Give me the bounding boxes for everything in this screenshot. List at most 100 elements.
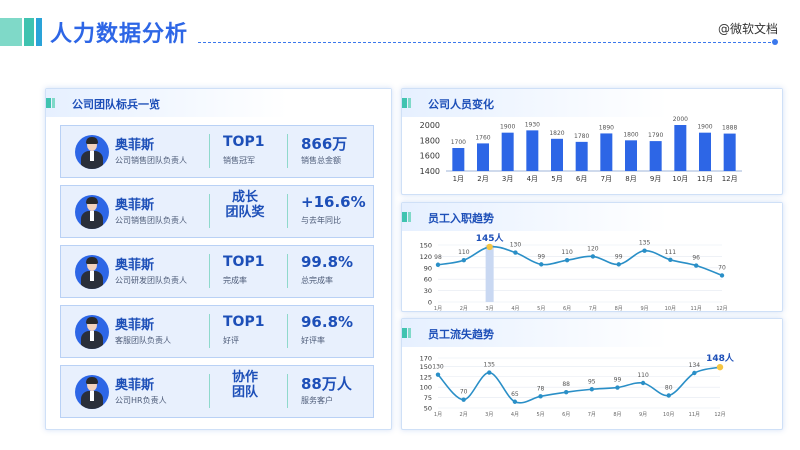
y-tick-label: 2000 (420, 121, 440, 130)
member-card: 奥菲斯 公司销售团队负责人 TOP1 销售冠军 866万 销售总金额 (60, 125, 374, 178)
x-tick-label: 4月 (511, 306, 519, 311)
attrition-panel: 员工流失趋势 50 75 100 125 150 170 130 1月 70 2月 135 3月 65 4… (401, 318, 783, 430)
panel-tag (46, 98, 51, 108)
data-label: 130 (432, 364, 444, 371)
award-sub: 销售冠军 (223, 156, 255, 165)
x-tick-label: 11月 (697, 175, 713, 183)
panel-header: 公司团队标兵一览 (46, 89, 391, 117)
data-label: 1930 (525, 121, 540, 128)
x-tick-label: 6月 (563, 306, 571, 311)
member-name: 奥菲斯 (115, 258, 155, 273)
data-point (512, 399, 518, 404)
data-label: 88 (562, 381, 570, 388)
y-tick-label: 150 (420, 242, 432, 250)
x-tick-label: 8月 (625, 175, 636, 183)
data-label: 96 (692, 255, 700, 262)
panel-title: 员工流失趋势 (428, 328, 494, 341)
data-label: 65 (511, 391, 519, 398)
x-tick-label: 9月 (650, 175, 661, 183)
data-point (461, 397, 466, 402)
award-line: 成长 (231, 190, 258, 205)
data-label: 135 (639, 240, 651, 247)
highlight-label: 145人 (476, 232, 505, 244)
x-tick-label: 7月 (589, 306, 597, 311)
data-label: 1800 (623, 131, 638, 138)
y-tick-label: 170 (420, 355, 432, 363)
panel-header: 员工流失趋势 (402, 319, 782, 347)
x-tick-label: 4月 (527, 175, 538, 183)
y-tick-label: 1400 (420, 167, 440, 176)
x-tick-label: 3月 (486, 306, 494, 311)
divider (209, 194, 210, 228)
divider (287, 194, 288, 228)
header-decor-bar (24, 18, 34, 46)
x-tick-label: 2月 (477, 175, 488, 183)
metric-value: 866万 (301, 135, 348, 153)
divider (209, 134, 210, 168)
data-label: 1700 (451, 139, 466, 146)
x-tick-label: 11月 (689, 412, 700, 418)
member-name: 奥菲斯 (115, 138, 155, 153)
data-point (539, 262, 544, 267)
metric-value: 99.8% (301, 253, 354, 271)
x-tick-label: 12月 (714, 412, 725, 418)
bar (600, 133, 613, 171)
award-sub: 好评 (223, 336, 239, 345)
x-tick-label: 10月 (672, 175, 688, 183)
y-tick-label: 0 (428, 299, 432, 307)
data-point (716, 363, 724, 371)
highlight-band (485, 245, 494, 302)
award-line: 团队 (231, 385, 258, 400)
divider (287, 374, 288, 408)
panel-tag (408, 328, 411, 338)
metric-label: 服务客户 (301, 396, 333, 405)
panel-title: 员工入职趋势 (428, 212, 494, 225)
y-tick-label: 1600 (420, 152, 440, 161)
divider (209, 314, 210, 348)
y-tick-label: 30 (424, 287, 432, 295)
page-title: 人力数据分析 (50, 22, 189, 47)
header-decor-bar (0, 18, 22, 46)
panel-header: 公司人员变化 (402, 89, 782, 117)
data-label: 135 (484, 362, 496, 369)
y-tick-label: 150 (420, 363, 432, 371)
data-label: 95 (588, 378, 596, 385)
y-tick-label: 100 (420, 384, 432, 392)
metric-label: 销售总金额 (301, 156, 341, 165)
avatar (75, 135, 109, 169)
data-label: 1790 (648, 132, 663, 139)
headcount-bar-chart: 1400 1600 1800 2000 1700 1月 1760 2月 1900 3月 1930 4月… (420, 116, 742, 183)
data-label: 1900 (697, 124, 712, 131)
panel-title: 公司人员变化 (428, 98, 494, 111)
award-label: TOP1 (223, 134, 265, 150)
award-label: 协作 团队 (219, 370, 271, 400)
data-label: 99 (614, 377, 622, 384)
data-point (435, 262, 441, 267)
y-tick-label: 60 (424, 276, 432, 284)
highlight-label: 148人 (706, 352, 735, 364)
y-tick-label: 125 (420, 373, 432, 381)
data-point (615, 385, 620, 390)
header-divider-dot (772, 39, 778, 45)
data-point (616, 262, 621, 267)
header-decor-bar (36, 18, 42, 46)
award-label: TOP1 (223, 314, 265, 330)
x-tick-label: 1月 (434, 306, 442, 311)
member-card: 奥菲斯 公司HR负责人 协作 团队 88万人 服务客户 (60, 365, 374, 418)
data-label: 110 (458, 249, 470, 256)
y-tick-label: 120 (420, 253, 432, 261)
data-point (486, 243, 493, 251)
data-point (564, 258, 570, 263)
data-point (461, 258, 467, 263)
panel-tag (402, 328, 407, 338)
data-label: 80 (665, 385, 673, 392)
metric-value: 96.8% (301, 313, 354, 331)
member-role: 公司研发团队负责人 (115, 276, 187, 285)
x-tick-label: 6月 (576, 175, 587, 183)
bar (551, 138, 563, 171)
data-label: 120 (587, 245, 599, 252)
data-label: 1760 (475, 134, 490, 141)
avatar (75, 255, 109, 289)
y-tick-label: 75 (424, 394, 432, 402)
